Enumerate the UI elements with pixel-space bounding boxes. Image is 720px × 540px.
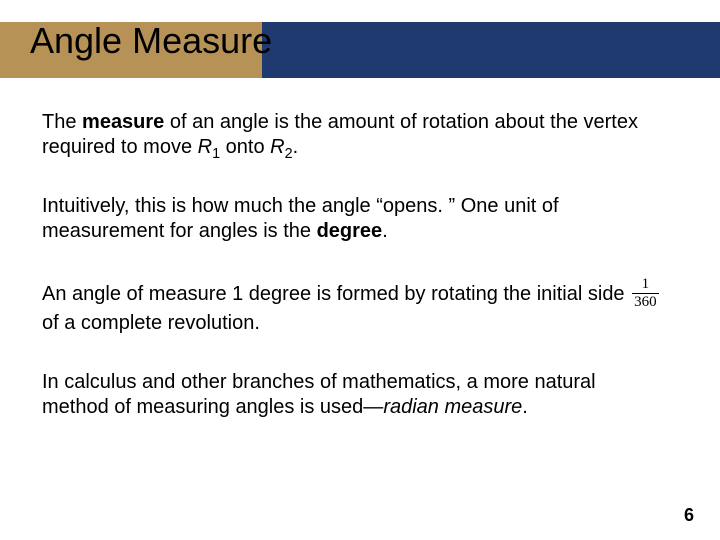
bold-degree: degree [317,220,383,242]
var-r2: R [270,136,284,158]
text: of a complete revolution. [42,312,260,334]
page-number: 6 [684,505,694,526]
text: onto [220,136,270,158]
slide-content: The measure of an angle is the amount of… [42,110,662,454]
italic-radian-measure: radian measure [383,396,522,418]
var-r1: R [198,136,212,158]
fraction-numerator: 1 [632,277,659,293]
fraction-1-360: 1360 [632,277,659,310]
bold-measure: measure [82,111,164,133]
subscript-2: 2 [285,146,293,162]
subscript-1: 1 [212,146,220,162]
text: . [382,220,388,242]
slide-title: Angle Measure [30,20,272,62]
paragraph-1: The measure of an angle is the amount of… [42,110,662,160]
text: Intuitively, this is how much the angle … [42,195,559,242]
text: . [293,136,299,158]
paragraph-4: In calculus and other branches of mathem… [42,370,662,420]
header-blue-block [262,22,720,78]
paragraph-3: An angle of measure 1 degree is formed b… [42,278,662,336]
fraction-denominator: 360 [632,293,659,310]
text: An angle of measure 1 degree is formed b… [42,283,630,305]
paragraph-2: Intuitively, this is how much the angle … [42,194,662,244]
text: The [42,111,82,133]
text: . [522,396,528,418]
